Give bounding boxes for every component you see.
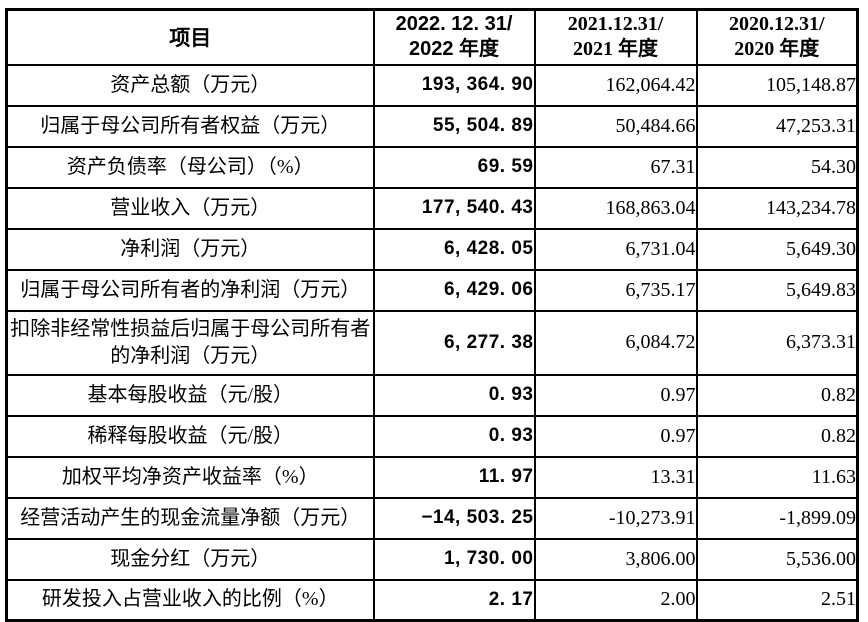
row-label: 归属于母公司所有者的净利润（万元） bbox=[5, 268, 375, 312]
value-2022: 193, 364. 90 bbox=[372, 63, 536, 107]
header-2021-date: 2021.12.31/ bbox=[567, 13, 664, 36]
table-header-row: 项目 2022. 12. 31/ 2022 年度 2021.12.31/ 202… bbox=[5, 8, 859, 66]
row-label: 资产总额（万元） bbox=[5, 63, 375, 107]
header-2021-year: 2021 年度 bbox=[573, 38, 658, 61]
row-label: 加权平均净资产收益率（%） bbox=[5, 455, 375, 499]
row-label: 资产负债率（母公司）（%） bbox=[5, 145, 375, 189]
value-2020: 2.51 bbox=[695, 578, 859, 622]
value-2020: 5,649.30 bbox=[695, 227, 859, 271]
row-label: 扣除非经常性损益后归属于母公司所有者的净利润（万元） bbox=[5, 309, 375, 376]
value-2020: 11.63 bbox=[695, 455, 859, 499]
value-2022: 11. 97 bbox=[372, 455, 536, 499]
value-2022: 6, 429. 06 bbox=[372, 268, 536, 312]
value-2021: 13.31 bbox=[533, 455, 698, 499]
value-2021: 67.31 bbox=[533, 145, 698, 189]
row-label: 经营活动产生的现金流量净额（万元） bbox=[5, 496, 375, 540]
value-2021: 6,735.17 bbox=[533, 268, 698, 312]
row-label: 现金分红（万元） bbox=[5, 537, 375, 581]
table-row: 扣除非经常性损益后归属于母公司所有者的净利润（万元） 6, 277. 38 6,… bbox=[5, 309, 859, 376]
header-2020-date: 2020.12.31/ bbox=[728, 13, 825, 36]
header-2022: 2022. 12. 31/ 2022 年度 bbox=[372, 8, 536, 66]
value-2021: 50,484.66 bbox=[533, 104, 698, 148]
value-2021: -10,273.91 bbox=[533, 496, 698, 540]
row-label: 营业收入（万元） bbox=[5, 186, 375, 230]
header-2022-date: 2022. 12. 31/ bbox=[395, 13, 513, 36]
table-row: 归属于母公司所有者的净利润（万元） 6, 429. 06 6,735.17 5,… bbox=[5, 268, 859, 312]
value-2021: 6,731.04 bbox=[533, 227, 698, 271]
header-item: 项目 bbox=[5, 8, 375, 66]
row-label: 基本每股收益（元/股） bbox=[5, 373, 375, 417]
value-2021: 168,863.04 bbox=[533, 186, 698, 230]
row-label: 净利润（万元） bbox=[5, 227, 375, 271]
value-2020: 6,373.31 bbox=[695, 309, 859, 376]
value-2021: 2.00 bbox=[533, 578, 698, 622]
value-2022: 1, 730. 00 bbox=[372, 537, 536, 581]
value-2022: 0. 93 bbox=[372, 414, 536, 458]
value-2020: 5,536.00 bbox=[695, 537, 859, 581]
table-row: 归属于母公司所有者权益（万元） 55, 504. 89 50,484.66 47… bbox=[5, 104, 859, 148]
table-row: 营业收入（万元） 177, 540. 43 168,863.04 143,234… bbox=[5, 186, 859, 230]
table-row: 资产负债率（母公司）（%） 69. 59 67.31 54.30 bbox=[5, 145, 859, 189]
table-row: 现金分红（万元） 1, 730. 00 3,806.00 5,536.00 bbox=[5, 537, 859, 581]
row-label: 归属于母公司所有者权益（万元） bbox=[5, 104, 375, 148]
value-2022: 69. 59 bbox=[372, 145, 536, 189]
value-2020: 0.82 bbox=[695, 373, 859, 417]
header-2020-year: 2020 年度 bbox=[734, 38, 820, 61]
value-2021: 3,806.00 bbox=[533, 537, 698, 581]
value-2022: 6, 428. 05 bbox=[372, 227, 536, 271]
value-2022: 0. 93 bbox=[372, 373, 536, 417]
table-row: 基本每股收益（元/股） 0. 93 0.97 0.82 bbox=[5, 373, 859, 417]
row-label: 研发投入占营业收入的比例（%） bbox=[5, 578, 375, 622]
table-row: 经营活动产生的现金流量净额（万元） −14, 503. 25 -10,273.9… bbox=[5, 496, 859, 540]
value-2020: 5,649.83 bbox=[695, 268, 859, 312]
value-2021: 162,064.42 bbox=[533, 63, 698, 107]
value-2021: 0.97 bbox=[533, 414, 698, 458]
value-2022: 177, 540. 43 bbox=[372, 186, 536, 230]
value-2020: 54.30 bbox=[695, 145, 859, 189]
value-2022: 55, 504. 89 bbox=[372, 104, 536, 148]
value-2020: 105,148.87 bbox=[695, 63, 859, 107]
row-label: 稀释每股收益（元/股） bbox=[5, 414, 375, 458]
value-2022: 6, 277. 38 bbox=[372, 309, 536, 376]
value-2020: -1,899.09 bbox=[695, 496, 859, 540]
table-row: 加权平均净资产收益率（%） 11. 97 13.31 11.63 bbox=[5, 455, 859, 499]
value-2022: 2. 17 bbox=[372, 578, 536, 622]
value-2020: 47,253.31 bbox=[695, 104, 859, 148]
table-row: 研发投入占营业收入的比例（%） 2. 17 2.00 2.51 bbox=[5, 578, 859, 622]
header-2022-year: 2022 年度 bbox=[408, 38, 500, 61]
table-row: 净利润（万元） 6, 428. 05 6,731.04 5,649.30 bbox=[5, 227, 859, 271]
value-2022: −14, 503. 25 bbox=[372, 496, 536, 540]
value-2020: 0.82 bbox=[695, 414, 859, 458]
table-row: 资产总额（万元） 193, 364. 90 162,064.42 105,148… bbox=[5, 63, 859, 107]
table-row: 稀释每股收益（元/股） 0. 93 0.97 0.82 bbox=[5, 414, 859, 458]
value-2021: 6,084.72 bbox=[533, 309, 698, 376]
header-2021: 2021.12.31/ 2021 年度 bbox=[533, 8, 698, 66]
header-2020: 2020.12.31/ 2020 年度 bbox=[695, 8, 859, 66]
value-2021: 0.97 bbox=[533, 373, 698, 417]
value-2020: 143,234.78 bbox=[695, 186, 859, 230]
financial-indicators-table: 项目 2022. 12. 31/ 2022 年度 2021.12.31/ 202… bbox=[5, 8, 859, 622]
